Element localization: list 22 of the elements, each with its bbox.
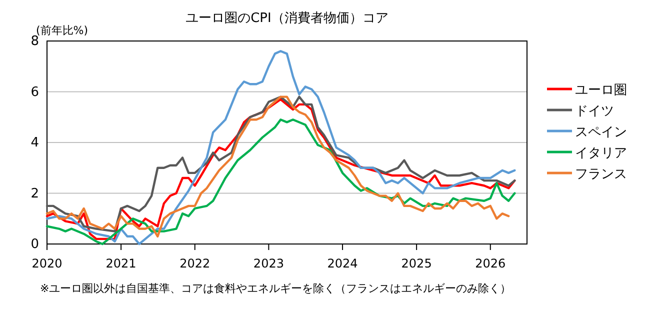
x-tick-label: 2021 [106, 256, 136, 270]
line-series [46, 118, 516, 246]
legend-label: ドイツ [575, 104, 614, 119]
text: ※ユーロ圏以外は自国基準、コアは食料やエネルギーを除く（フランスはエネルギーのみ除く） [40, 282, 512, 295]
line-series [46, 50, 516, 246]
x-tick-label: 2024 [327, 256, 358, 270]
x-tick-label: 2025 [401, 256, 432, 270]
x-tick-label: 2026 [475, 256, 506, 270]
chart-title: ユーロ圏のCPI（消費者物価）コア [186, 11, 388, 26]
y-tick-label: 2 [30, 186, 39, 202]
legend-label: スペイン [575, 125, 627, 140]
y-tick-label: 0 [30, 237, 39, 252]
legend-label: ユーロ圏 [575, 83, 627, 98]
y-tick-label: 6 [30, 84, 39, 100]
y-axis-title: (前年比%) [36, 24, 88, 37]
legend-label: イタリア [575, 146, 627, 161]
x-tick-label: 2022 [180, 256, 210, 270]
legend-label: フランス [575, 167, 627, 182]
y-tick-label: 4 [30, 136, 39, 151]
x-tick-label: 2020 [32, 256, 62, 270]
x-tick-label: 2023 [253, 256, 284, 270]
y-tick-label: 8 [30, 34, 39, 50]
